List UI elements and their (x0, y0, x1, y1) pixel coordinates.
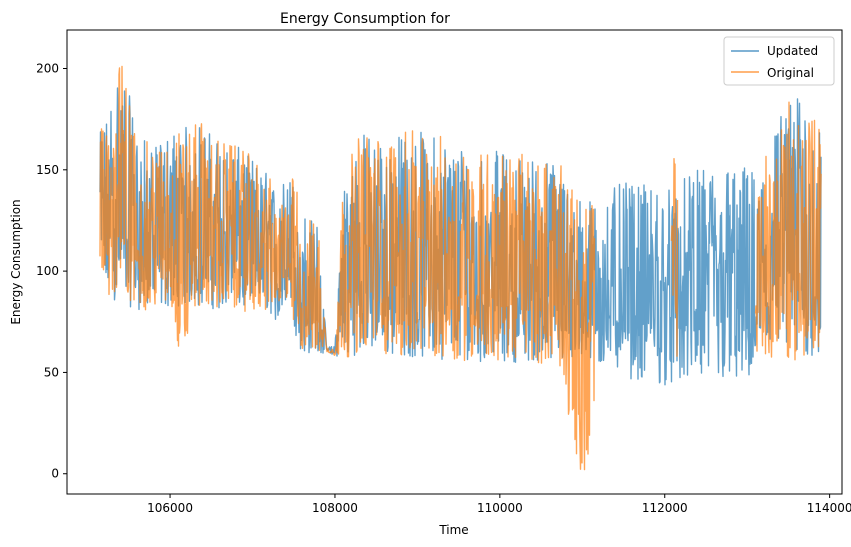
x-tick-label: 108000 (312, 501, 358, 515)
x-axis-ticks: 106000 108000 110000 112000 114000 (147, 494, 851, 515)
legend: Updated Original (723, 36, 835, 86)
x-tick-label: 106000 (147, 501, 193, 515)
x-axis-label: Time (438, 523, 468, 537)
y-axis-ticks: 0 50 100 150 200 (36, 61, 67, 481)
y-tick-label: 50 (44, 365, 59, 379)
series-line-original (99, 65, 822, 471)
x-tick-label: 110000 (477, 501, 523, 515)
plot-frame (66, 29, 843, 495)
chart-title: Energy Consumption for (280, 11, 450, 27)
y-tick-label: 200 (36, 61, 59, 75)
legend-label-original: Original (767, 66, 814, 80)
y-axis-label: Energy Consumption (9, 199, 23, 324)
y-tick-label: 100 (36, 264, 59, 278)
legend-box (723, 36, 835, 86)
y-tick-label: 0 (51, 467, 59, 481)
series-layer (99, 65, 822, 471)
y-tick-label: 150 (36, 163, 59, 177)
x-tick-label: 112000 (642, 501, 688, 515)
legend-label-updated: Updated (767, 44, 818, 58)
x-tick-label: 114000 (807, 501, 851, 515)
series-line-updated (99, 87, 822, 386)
